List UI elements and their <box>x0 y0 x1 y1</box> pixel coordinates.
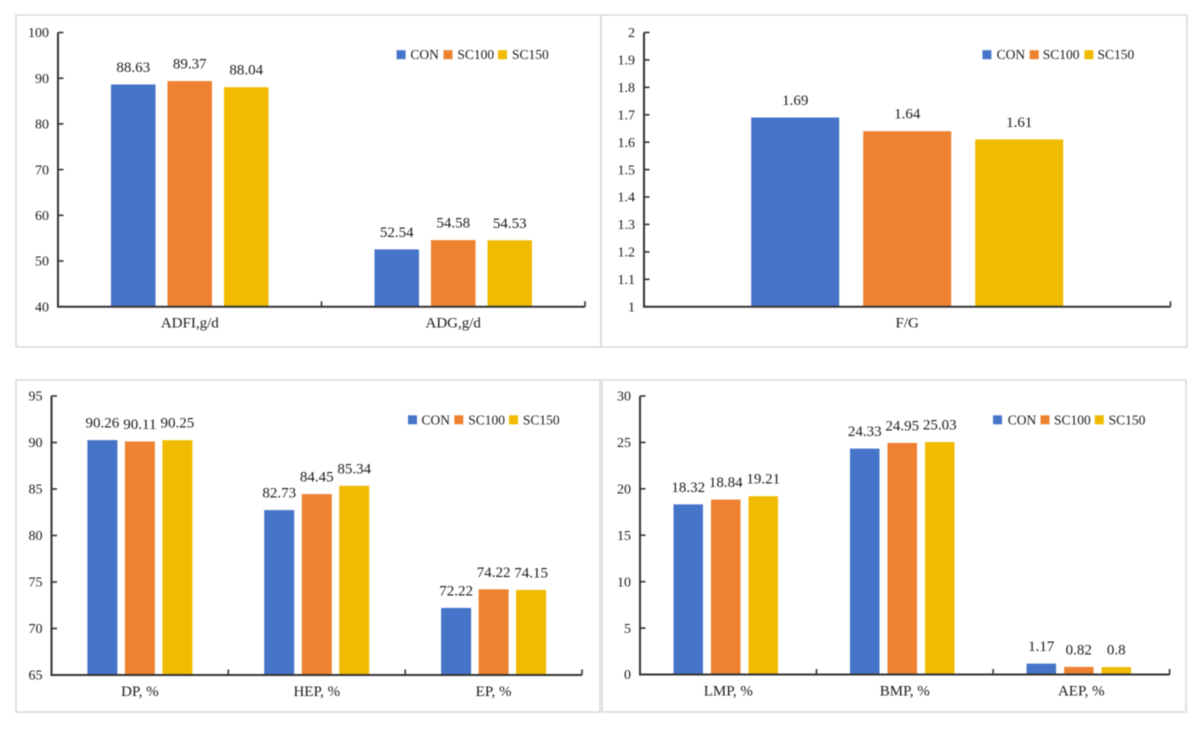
svg-text:85.34: 85.34 <box>337 461 371 477</box>
svg-text:65: 65 <box>29 669 43 684</box>
svg-text:CON: CON <box>1008 412 1037 427</box>
svg-text:1: 1 <box>628 300 635 315</box>
svg-text:LMP, %: LMP, % <box>704 684 753 700</box>
svg-text:1.1: 1.1 <box>618 273 636 288</box>
svg-text:SC150: SC150 <box>512 47 549 62</box>
svg-text:0: 0 <box>624 668 631 683</box>
svg-text:1.64: 1.64 <box>894 107 921 123</box>
svg-text:100: 100 <box>28 26 49 41</box>
svg-text:0.8: 0.8 <box>1107 643 1126 659</box>
svg-text:18.84: 18.84 <box>709 475 743 491</box>
svg-text:19.21: 19.21 <box>746 472 780 488</box>
svg-text:SC100: SC100 <box>457 47 494 62</box>
svg-text:15: 15 <box>617 529 631 544</box>
svg-text:SC100: SC100 <box>468 412 505 427</box>
svg-text:10: 10 <box>617 575 631 590</box>
svg-text:72.22: 72.22 <box>439 583 473 599</box>
svg-text:25: 25 <box>617 436 631 451</box>
svg-text:1.8: 1.8 <box>618 81 636 96</box>
svg-text:1.7: 1.7 <box>618 109 636 124</box>
svg-text:84.45: 84.45 <box>300 470 334 486</box>
svg-text:CON: CON <box>410 47 439 62</box>
svg-text:0.82: 0.82 <box>1066 642 1092 658</box>
svg-text:1.2: 1.2 <box>618 246 636 261</box>
svg-text:24.33: 24.33 <box>848 424 882 440</box>
svg-text:2: 2 <box>628 26 635 41</box>
svg-text:40: 40 <box>35 300 49 315</box>
svg-text:SC150: SC150 <box>523 412 560 427</box>
svg-text:74.15: 74.15 <box>514 565 548 581</box>
svg-text:AEP, %: AEP, % <box>1058 684 1105 700</box>
svg-text:88.04: 88.04 <box>229 63 263 79</box>
svg-text:5: 5 <box>624 622 631 637</box>
svg-text:20: 20 <box>617 483 631 498</box>
svg-text:54.58: 54.58 <box>436 216 470 232</box>
svg-text:70: 70 <box>35 163 49 178</box>
svg-text:74.22: 74.22 <box>477 565 511 581</box>
svg-text:1.9: 1.9 <box>618 54 636 69</box>
svg-text:90.25: 90.25 <box>161 416 195 432</box>
svg-text:70: 70 <box>29 622 43 637</box>
svg-text:60: 60 <box>35 209 49 224</box>
svg-text:1.4: 1.4 <box>618 191 636 206</box>
svg-text:CON: CON <box>997 47 1026 62</box>
svg-text:89.37: 89.37 <box>173 57 207 73</box>
svg-text:80: 80 <box>29 529 43 544</box>
svg-text:75: 75 <box>29 576 43 591</box>
svg-text:18.32: 18.32 <box>671 480 705 496</box>
svg-text:52.54: 52.54 <box>380 225 414 241</box>
svg-text:82.73: 82.73 <box>262 486 296 502</box>
svg-text:1.3: 1.3 <box>618 218 636 233</box>
svg-text:88.63: 88.63 <box>116 60 150 76</box>
svg-text:50: 50 <box>35 255 49 270</box>
svg-text:F/G: F/G <box>896 316 920 332</box>
svg-text:95: 95 <box>29 390 43 405</box>
svg-text:SC100: SC100 <box>1043 47 1080 62</box>
svg-text:CON: CON <box>422 412 451 427</box>
svg-text:SC150: SC150 <box>1109 412 1146 427</box>
svg-text:54.53: 54.53 <box>493 216 527 232</box>
svg-text:90.11: 90.11 <box>123 417 156 433</box>
svg-text:30: 30 <box>617 390 631 405</box>
svg-text:1.17: 1.17 <box>1028 639 1055 655</box>
svg-text:DP, %: DP, % <box>121 684 159 700</box>
svg-text:BMP, %: BMP, % <box>880 684 930 700</box>
svg-text:SC100: SC100 <box>1054 412 1091 427</box>
svg-text:25.03: 25.03 <box>923 418 957 434</box>
svg-text:1.61: 1.61 <box>1006 115 1032 131</box>
svg-text:1.6: 1.6 <box>618 136 636 151</box>
svg-text:ADG,g/d: ADG,g/d <box>425 316 481 332</box>
svg-text:90: 90 <box>35 72 49 87</box>
svg-text:80: 80 <box>35 118 49 133</box>
svg-text:ADFI,g/d: ADFI,g/d <box>161 316 219 332</box>
svg-text:EP, %: EP, % <box>476 684 512 700</box>
svg-text:SC150: SC150 <box>1098 47 1135 62</box>
svg-text:1.5: 1.5 <box>618 163 636 178</box>
svg-text:85: 85 <box>29 483 43 498</box>
svg-text:24.95: 24.95 <box>885 418 919 434</box>
svg-text:HEP, %: HEP, % <box>293 684 340 700</box>
svg-text:90.26: 90.26 <box>86 416 120 432</box>
svg-text:1.69: 1.69 <box>782 93 808 109</box>
svg-text:90: 90 <box>29 436 43 451</box>
